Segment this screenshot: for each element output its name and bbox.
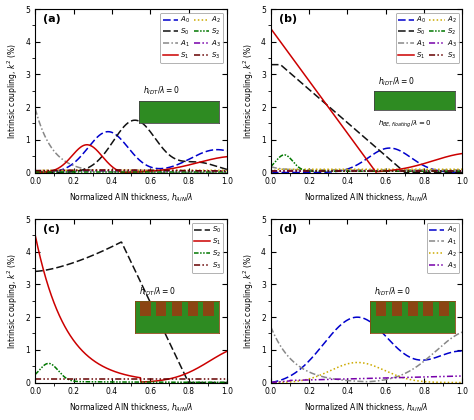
Text: $h_{IDT}/\lambda=0$: $h_{IDT}/\lambda=0$: [139, 285, 175, 297]
Legend: $A_0$, $A_1$, $A_2$, $A_3$: $A_0$, $A_1$, $A_2$, $A_3$: [427, 223, 459, 273]
X-axis label: Normalized AlN thickness, $h_{AlN}/\lambda$: Normalized AlN thickness, $h_{AlN}/\lamb…: [304, 402, 429, 415]
Y-axis label: Intrinsic coupling, $k^2$ (%): Intrinsic coupling, $k^2$ (%): [241, 43, 255, 139]
X-axis label: Normalized AlN thickness, $h_{AlN}/\lambda$: Normalized AlN thickness, $h_{AlN}/\lamb…: [304, 192, 429, 205]
X-axis label: Normalized AlN thickness, $h_{AlN}/\lambda$: Normalized AlN thickness, $h_{AlN}/\lamb…: [69, 192, 193, 205]
Y-axis label: Intrinsic coupling, $k^2$ (%): Intrinsic coupling, $k^2$ (%): [6, 43, 20, 139]
Text: (c): (c): [43, 224, 60, 234]
Y-axis label: Intrinsic coupling, $k^2$ (%): Intrinsic coupling, $k^2$ (%): [6, 253, 20, 349]
Legend: $A_0$, $S_0$, $A_1$, $S_1$, $A_2$, $S_2$, $A_3$, $S_3$: $A_0$, $S_0$, $A_1$, $S_1$, $A_2$, $S_2$…: [160, 13, 223, 63]
Text: $h_{IDT}/\lambda=0$: $h_{IDT}/\lambda=0$: [143, 85, 179, 97]
Text: (b): (b): [279, 14, 297, 24]
Text: (a): (a): [43, 14, 61, 24]
Legend: $A_0$, $S_0$, $A_1$, $S_1$, $A_2$, $S_2$, $A_3$, $S_3$: $A_0$, $S_0$, $A_1$, $S_1$, $A_2$, $S_2$…: [396, 13, 459, 63]
Legend: $S_0$, $S_1$, $S_2$, $S_3$: $S_0$, $S_1$, $S_2$, $S_3$: [192, 223, 223, 273]
Text: $h_{IDT}/\lambda=0$: $h_{IDT}/\lambda=0$: [378, 75, 415, 87]
Text: $h_{IDT}/\lambda=0$: $h_{IDT}/\lambda=0$: [374, 285, 411, 297]
X-axis label: Normalized AlN thickness, $h_{AlN}/\lambda$: Normalized AlN thickness, $h_{AlN}/\lamb…: [69, 402, 193, 415]
Text: $h_{BE,floating}/\lambda=0$: $h_{BE,floating}/\lambda=0$: [378, 118, 431, 130]
Y-axis label: Intrinsic coupling, $k^2$ (%): Intrinsic coupling, $k^2$ (%): [241, 253, 255, 349]
Text: (d): (d): [279, 224, 297, 234]
